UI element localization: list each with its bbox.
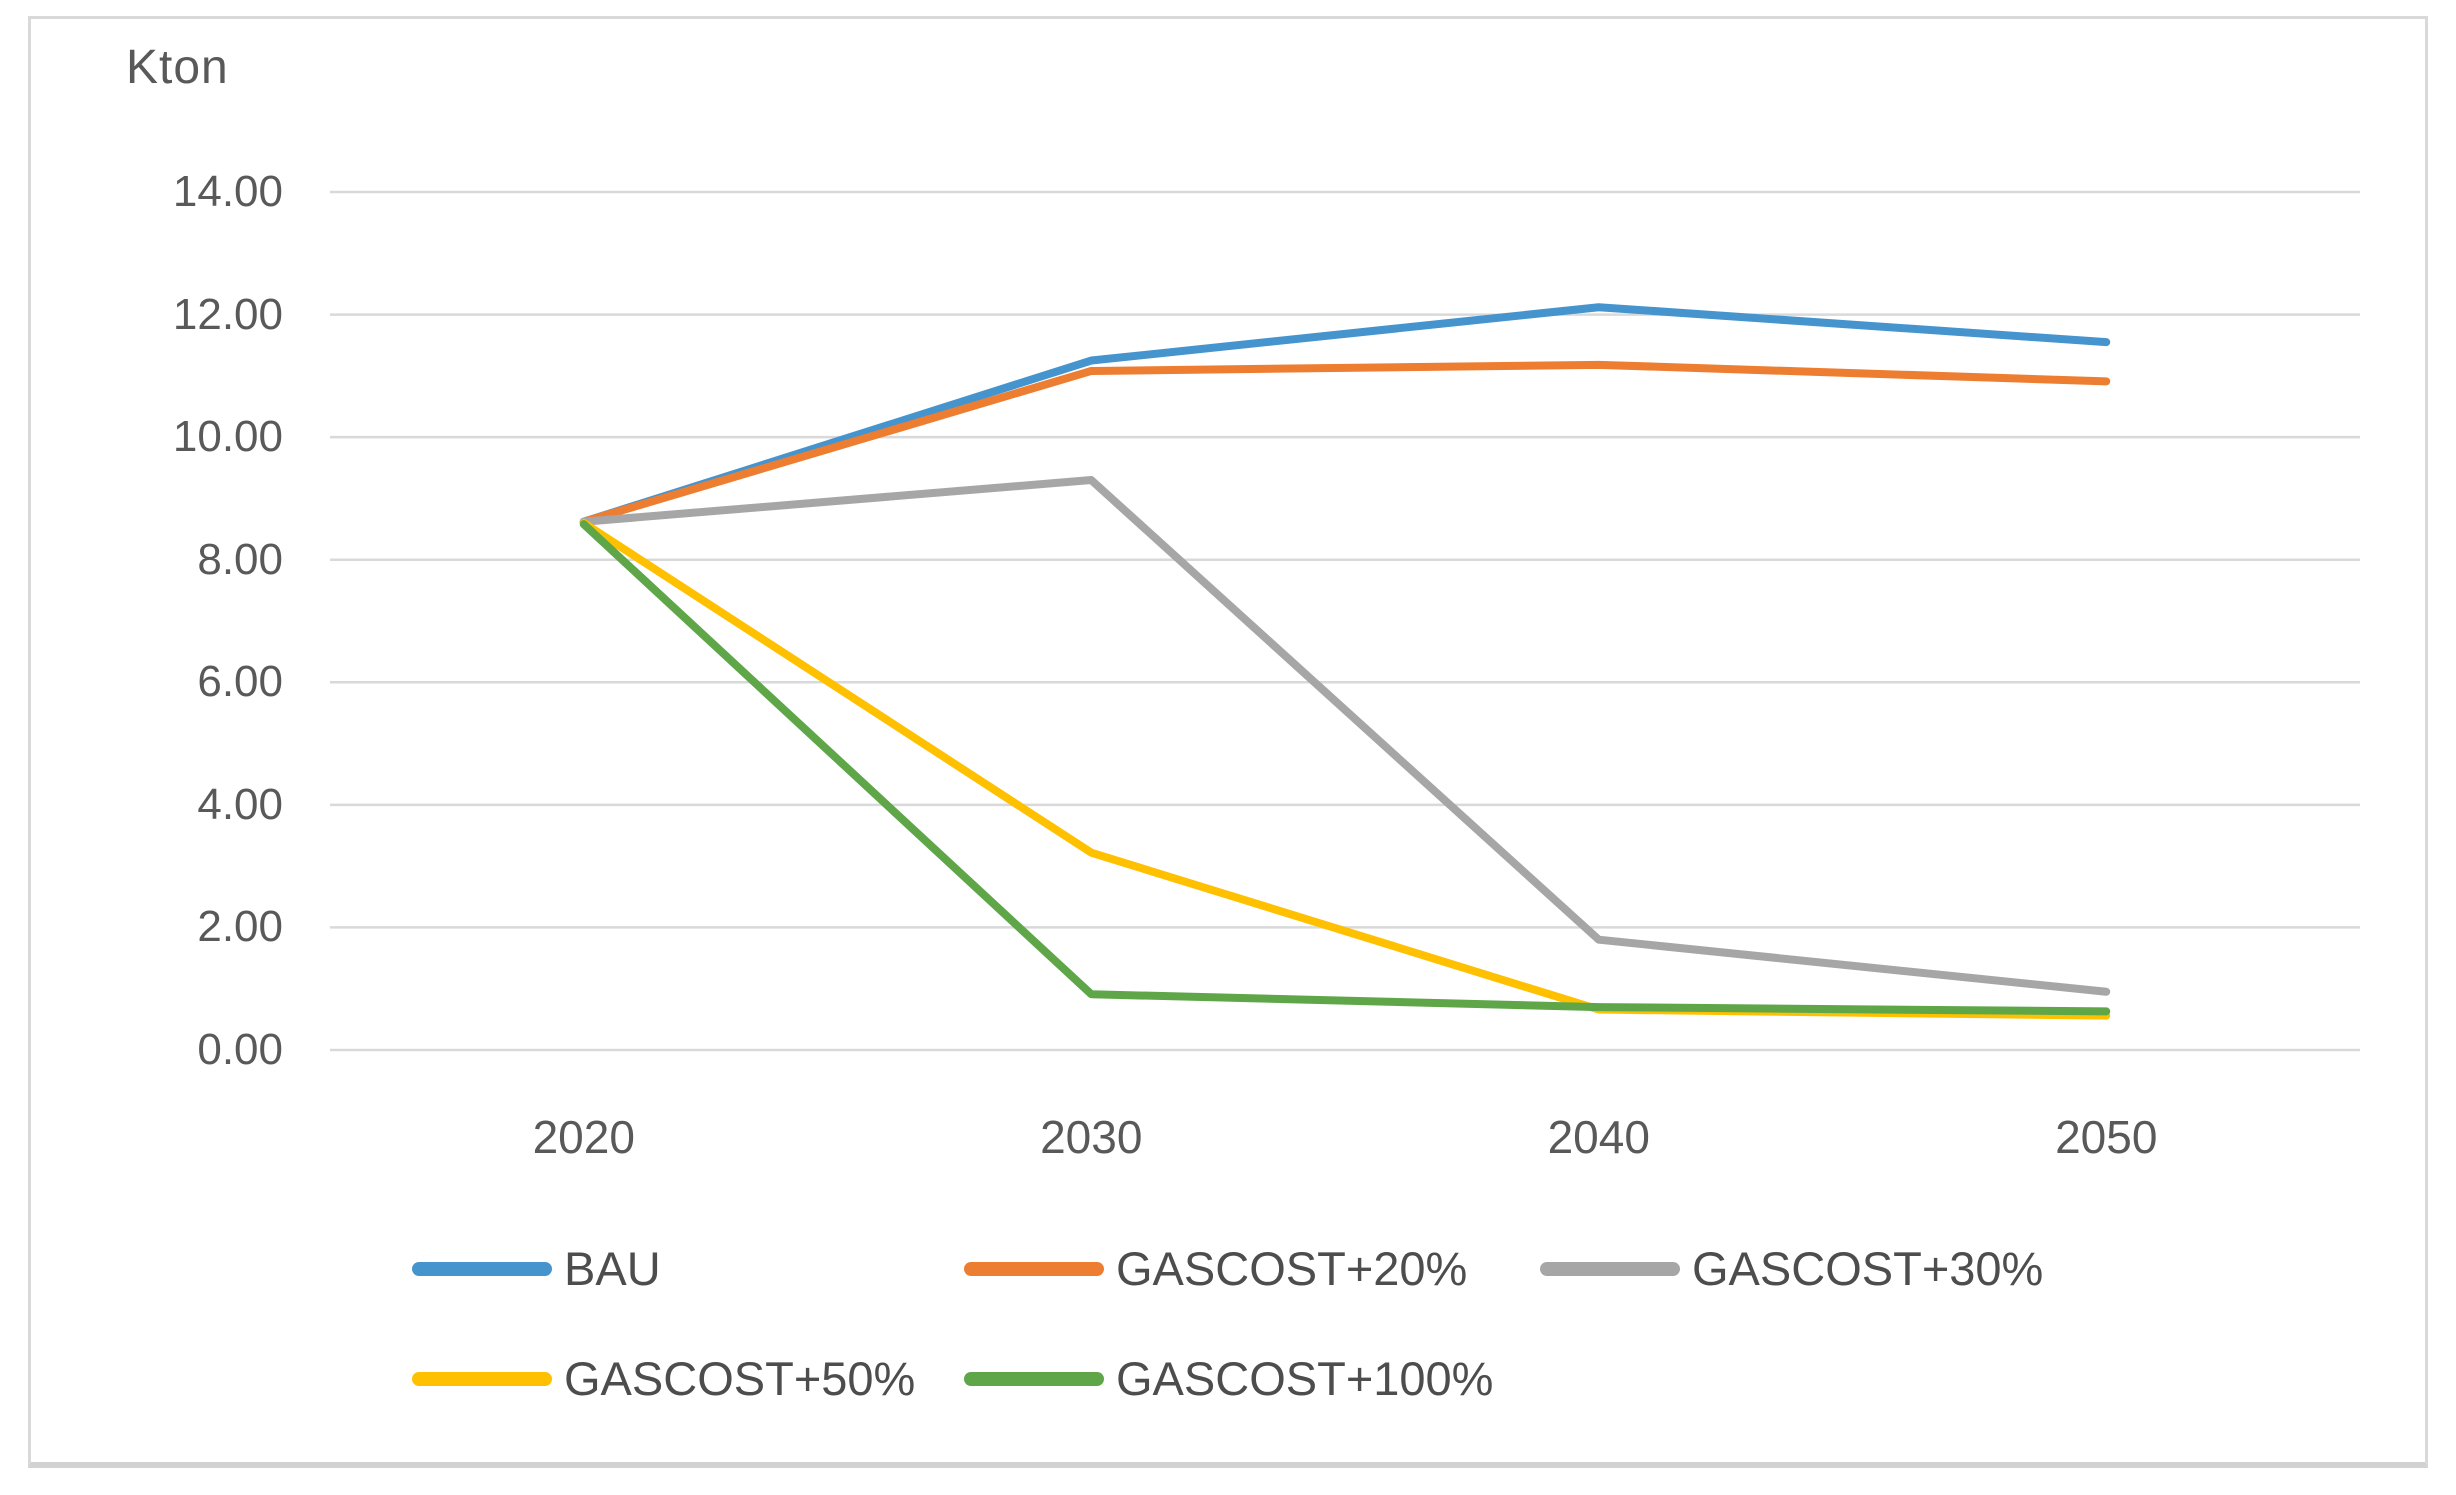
legend-item-gascost-30-: GASCOST+30% <box>1540 1240 2043 1298</box>
y-tick-label-6.00: 6.00 <box>197 657 283 707</box>
legend-swatch-icon <box>412 1262 552 1276</box>
x-tick-label-2040: 2040 <box>1547 1111 1650 1163</box>
y-tick-label-4.00: 4.00 <box>197 779 283 829</box>
y-tick-label-12.00: 12.00 <box>172 289 283 339</box>
x-tick-label-2030: 2030 <box>1040 1111 1143 1163</box>
legend-swatch-icon <box>964 1372 1104 1386</box>
legend-swatch-icon <box>964 1262 1104 1276</box>
x-tick-label-2020: 2020 <box>532 1111 635 1163</box>
legend-label: BAU <box>564 1242 661 1295</box>
y-tick-label-0.00: 0.00 <box>197 1025 283 1074</box>
legend-item-gascost-20-: GASCOST+20% <box>964 1240 1467 1298</box>
legend-swatch-icon <box>412 1372 552 1386</box>
legend-item-bau: BAU <box>412 1240 661 1298</box>
y-axis-title: Kton <box>126 41 229 94</box>
legend-item-gascost-100-: GASCOST+100% <box>964 1350 1493 1408</box>
legend-label: GASCOST+20% <box>1116 1242 1468 1295</box>
x-tick-label-2050: 2050 <box>2055 1111 2158 1163</box>
legend-swatch-icon <box>1540 1262 1680 1276</box>
legend-label: GASCOST+100% <box>1116 1352 1494 1405</box>
y-tick-label-2.00: 2.00 <box>197 902 283 952</box>
y-tick-label-8.00: 8.00 <box>197 534 283 584</box>
y-tick-label-14.00: 14.00 <box>172 167 283 216</box>
y-tick-label-10.00: 10.00 <box>172 412 283 462</box>
legend-label: GASCOST+50% <box>564 1352 916 1405</box>
legend-label: GASCOST+30% <box>1692 1242 2044 1295</box>
legend-item-gascost-50-: GASCOST+50% <box>412 1350 915 1408</box>
